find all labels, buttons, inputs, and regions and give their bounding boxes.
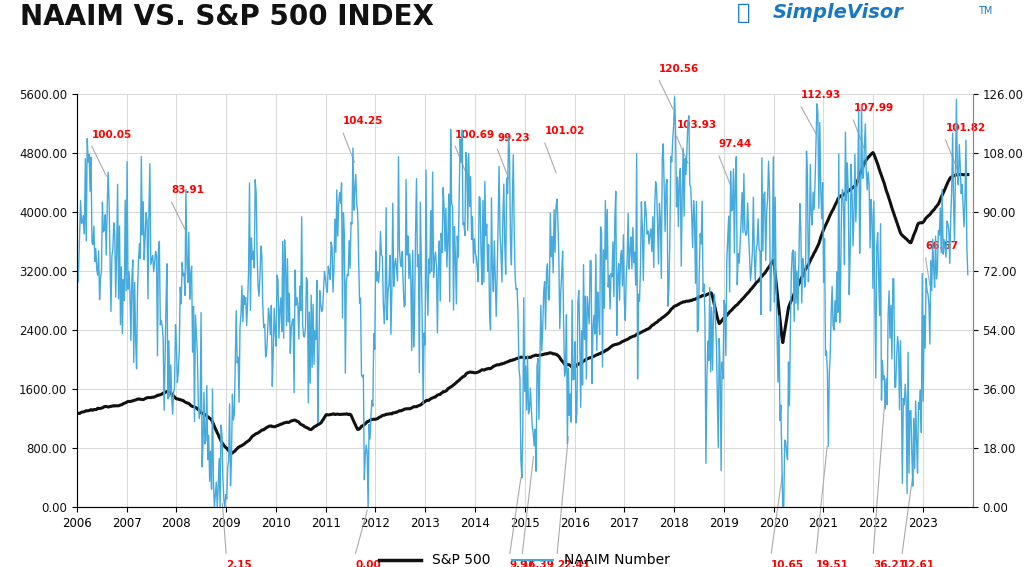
Text: 2.15: 2.15 [226,560,252,567]
Text: 12.61: 12.61 [902,560,935,567]
Text: 83.91: 83.91 [171,185,204,196]
Legend: S&P 500, NAAIM Number: S&P 500, NAAIM Number [374,548,676,567]
Text: 36.21: 36.21 [873,560,906,567]
Text: 100.05: 100.05 [92,129,132,139]
Text: 103.93: 103.93 [677,120,717,130]
Text: 101.02: 101.02 [545,126,585,136]
Text: 120.56: 120.56 [659,64,699,74]
Text: 16.39: 16.39 [522,560,555,567]
Text: 66.67: 66.67 [926,241,958,251]
Text: NAAIM VS. S&P 500 INDEX: NAAIM VS. S&P 500 INDEX [20,3,434,31]
Text: 107.99: 107.99 [853,103,894,113]
Text: 0.00: 0.00 [355,560,381,567]
Text: TM: TM [978,6,992,16]
Text: 104.25: 104.25 [343,116,383,126]
Text: 100.69: 100.69 [455,129,496,139]
Text: 101.82: 101.82 [945,123,986,133]
Text: 10.65: 10.65 [771,560,804,567]
Text: SimpleVisor: SimpleVisor [773,3,904,22]
Text: 97.44: 97.44 [719,139,753,149]
Text: 19.51: 19.51 [816,560,849,567]
Text: 22.41: 22.41 [557,560,590,567]
Text: 🦅: 🦅 [737,3,751,23]
Text: 9.97: 9.97 [510,560,536,567]
Text: 99.23: 99.23 [498,133,530,143]
Text: 112.93: 112.93 [801,90,841,100]
